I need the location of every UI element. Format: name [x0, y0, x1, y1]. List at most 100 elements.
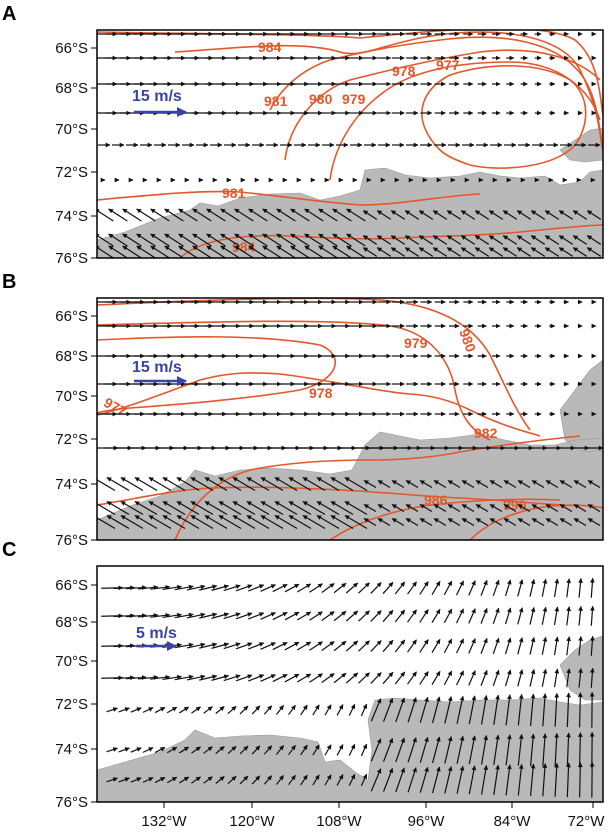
wind-arrow	[517, 693, 524, 726]
contour-label: 977	[436, 57, 460, 73]
wind-arrow	[407, 767, 417, 793]
wind-arrow	[263, 705, 273, 715]
wind-arrow	[418, 247, 434, 257]
wind-arrow	[302, 500, 326, 516]
wind-arrow	[113, 675, 135, 681]
wind-arrow	[336, 704, 344, 716]
wind-arrow	[382, 697, 394, 722]
wind-arrow	[332, 233, 352, 247]
contour-label: 980	[456, 327, 479, 355]
wind-arrow	[220, 208, 240, 222]
wind-arrow	[455, 638, 465, 654]
wind-arrow	[260, 476, 284, 492]
wind-arrow	[542, 763, 548, 797]
lat-tick-label: 66°S	[55, 308, 88, 325]
wind-arrow	[288, 744, 296, 756]
wind-arrow	[130, 707, 142, 713]
wind-arrow	[345, 640, 359, 652]
wind-arrow	[345, 610, 359, 622]
wind-arrow	[302, 476, 326, 492]
wind-arrow	[360, 773, 368, 787]
wind-arrow	[407, 639, 417, 653]
wind-arrow	[517, 763, 524, 796]
wind-arrow	[419, 766, 429, 793]
wind-arrow	[284, 583, 300, 593]
wind-arrow	[516, 235, 532, 245]
lat-tick-label: 70°S	[55, 388, 88, 405]
wind-arrow	[530, 235, 546, 245]
wind-arrow	[211, 674, 229, 681]
wind-arrow	[137, 613, 159, 618]
lat-tick-label: 76°S	[55, 250, 88, 267]
wind-arrow	[531, 517, 545, 527]
wind-arrow	[394, 581, 406, 595]
wind-arrow	[312, 704, 320, 716]
lat-tick-label: 68°S	[55, 80, 88, 97]
wind-arrow	[559, 503, 573, 513]
wind-arrow	[234, 233, 254, 247]
wind-arrow	[318, 245, 338, 258]
wind-arrow	[284, 611, 300, 621]
lat-tick-label: 72°S	[55, 696, 88, 713]
wind-arrow	[288, 774, 296, 786]
wind-arrow	[529, 606, 536, 625]
wind-arrow	[566, 578, 572, 598]
wind-arrow	[333, 640, 347, 652]
wind-arrow	[239, 745, 249, 755]
wind-arrow	[578, 606, 583, 626]
wind-arrow	[125, 675, 147, 680]
wind-arrow	[239, 705, 249, 715]
wind-arrow	[461, 517, 475, 527]
wind-arrow	[330, 476, 354, 492]
wind-arrow	[407, 697, 417, 723]
contour-labels: 984 981 980 979 978 977 981 984	[222, 39, 460, 255]
wind-arrow	[492, 607, 500, 625]
wind-arrow	[296, 673, 312, 683]
lat-tick-label: 66°S	[55, 40, 88, 57]
wind-arrow	[176, 500, 200, 516]
wind-arrow	[174, 584, 194, 591]
wind-arrow	[148, 514, 172, 530]
wind-arrow	[348, 773, 356, 786]
wind-arrow	[150, 612, 171, 618]
wind-arrow	[223, 612, 241, 620]
wind-arrow	[559, 479, 573, 489]
lon-tick-label: 132°W	[141, 813, 187, 830]
panel-label: A	[2, 3, 16, 25]
wind-arrow	[97, 501, 116, 516]
wind-arrow	[262, 208, 282, 222]
wind-arrow	[290, 208, 310, 222]
wind-arrow	[332, 208, 352, 222]
wind-arrow	[390, 247, 406, 257]
wind-arrow	[480, 607, 488, 624]
wind-arrow	[134, 500, 158, 516]
wind-arrow	[142, 707, 154, 713]
wind-arrow	[480, 695, 489, 725]
wind-arrow	[106, 514, 130, 530]
wind-arrow	[136, 233, 156, 247]
wind-arrow	[488, 247, 504, 257]
wind-arrow	[390, 210, 406, 220]
wind-arrow	[503, 479, 517, 489]
wind-arrow	[468, 608, 476, 624]
wind-arrow	[272, 611, 288, 621]
wind-arrow	[276, 245, 296, 258]
wind-arrow	[362, 235, 378, 245]
wind-arrow	[432, 247, 448, 257]
wind-arrow	[446, 235, 462, 245]
wind-arrow	[444, 696, 453, 724]
wind-arrow	[336, 744, 344, 756]
wind-arrow	[120, 476, 144, 492]
wind-vectors	[97, 299, 603, 530]
wind-arrow	[573, 503, 587, 513]
wind-arrow	[276, 233, 296, 247]
wind-arrow	[376, 210, 392, 220]
wind-arrow	[404, 210, 420, 220]
wind-arrow	[330, 500, 354, 516]
wind-arrow	[431, 766, 441, 794]
wind-arrow	[248, 584, 265, 592]
wind-arrow	[122, 233, 142, 247]
wind-arrow	[223, 584, 241, 592]
wind-arrow	[572, 247, 588, 257]
wind-arrow	[516, 247, 532, 257]
